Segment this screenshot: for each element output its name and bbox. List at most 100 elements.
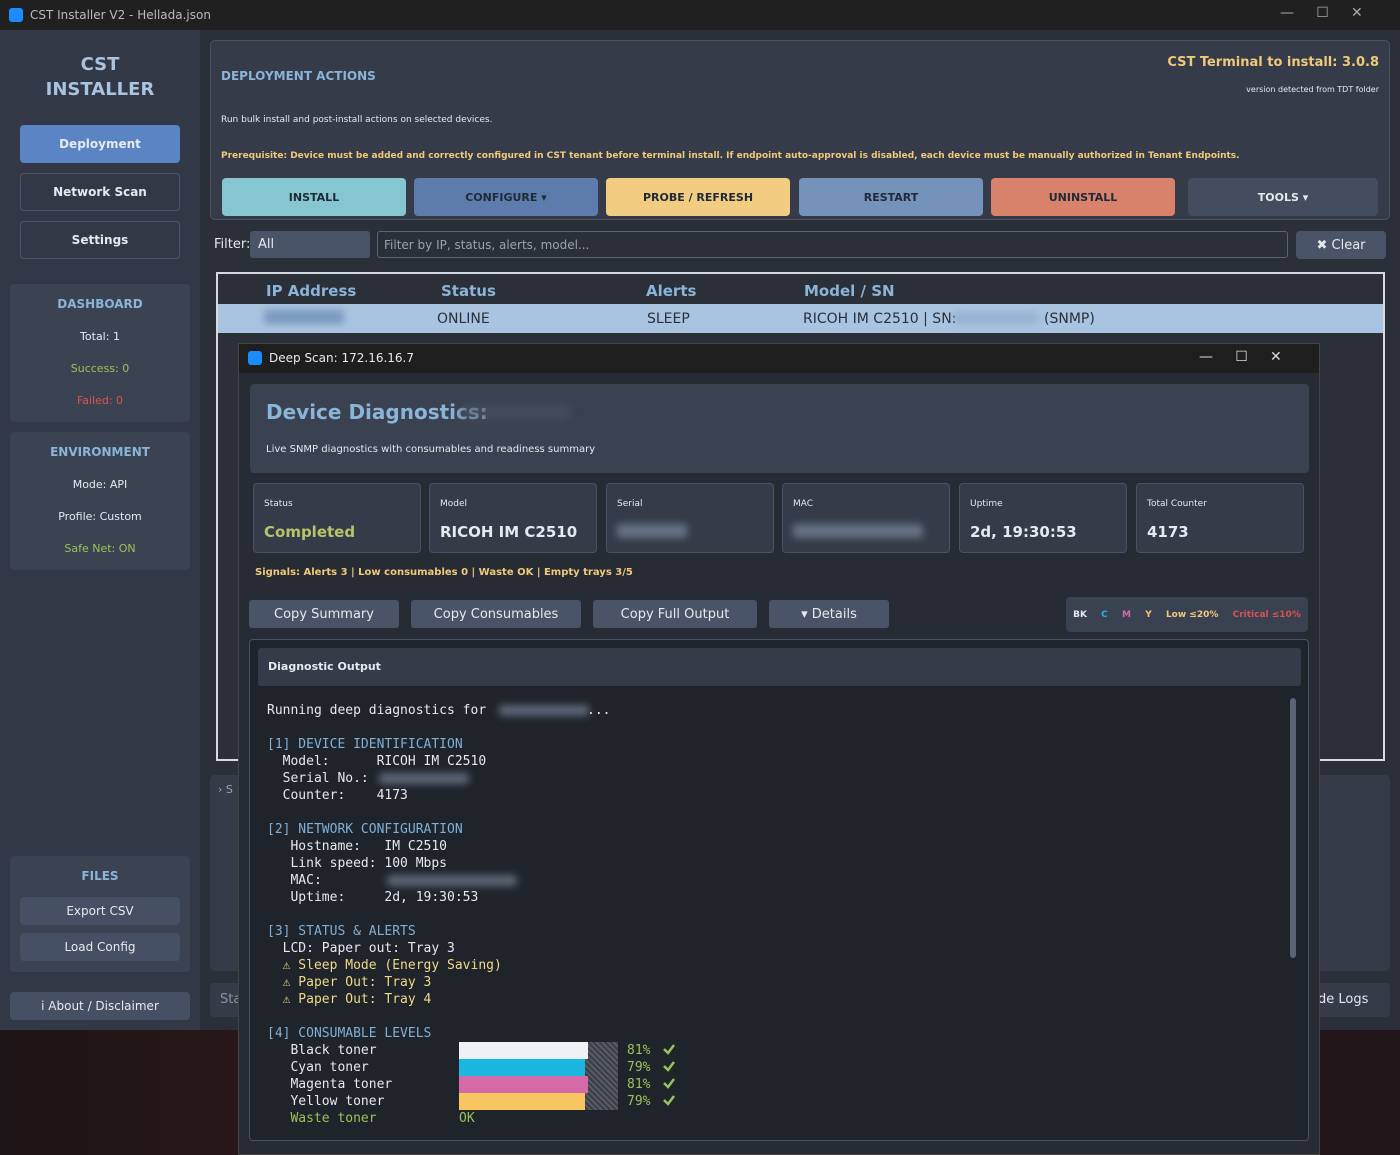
legend-item: Low ≤20%: [1165, 609, 1219, 620]
dialog-title: Deep Scan: 172.16.16.7: [269, 351, 414, 365]
export-csv[interactable]: Export CSV: [20, 897, 180, 925]
output-line: MAC:: [267, 873, 322, 888]
mode: Mode: API: [72, 478, 128, 491]
heading: Device Diagnostics:: [266, 400, 488, 424]
nav-settings[interactable]: Settings: [20, 221, 180, 259]
column-header: Model / SN: [804, 282, 895, 300]
window-controls[interactable]: — ☐ ✕: [1199, 349, 1282, 365]
app-title: CST: [80, 54, 120, 75]
column-header: Alerts: [646, 282, 697, 300]
copy-summary[interactable]: Copy Summary: [249, 600, 399, 628]
level-label: 79%: [627, 1094, 651, 1109]
consumable-name: Cyan toner: [267, 1060, 369, 1075]
column-header: IP Address: [266, 282, 357, 300]
level-label: 81%: [627, 1043, 651, 1058]
filter-input[interactable]: Filter by IP, status, alerts, model...: [377, 231, 1288, 258]
stat-card: Model RICOH IM C2510: [429, 483, 597, 553]
legend-item: Critical ≤10%: [1232, 609, 1301, 620]
restart-button[interactable]: RESTART: [799, 178, 983, 216]
window-title: CST Installer V2 - Hellada.json: [30, 8, 211, 22]
output-line: ...: [587, 703, 611, 718]
scrollbar[interactable]: [1290, 698, 1296, 958]
app-title: INSTALLER: [45, 79, 155, 100]
check-icon: [662, 1076, 676, 1094]
output-line: [2] NETWORK CONFIGURATION: [267, 822, 463, 837]
redacted-ip: [264, 310, 344, 324]
legend-item: C: [1101, 609, 1108, 620]
table-row[interactable]: ONLINE SLEEP RICOH IM C2510 | SN: (SNMP): [218, 304, 1383, 333]
check: [663, 1044, 675, 1055]
subtitle: Live SNMP diagnostics with consumables a…: [266, 444, 596, 455]
safe-net: Safe Net: ON: [64, 542, 136, 555]
output-line: LCD: Paper out: Tray 3: [267, 941, 455, 956]
redacted: [793, 524, 923, 538]
check: [663, 1095, 675, 1106]
details-button[interactable]: ▾ Details: [769, 600, 889, 628]
nav-network-scan[interactable]: Network Scan: [20, 173, 180, 211]
filter-value: All: [258, 237, 275, 252]
dashboard-panel: DASHBOARD Total: 1 Success: 0 Failed: 0: [10, 284, 190, 422]
cell: (SNMP): [1044, 311, 1095, 327]
install-button[interactable]: INSTALL: [222, 178, 406, 216]
description: Run bulk install and post-install action…: [221, 115, 493, 125]
stat-card: Serial: [606, 483, 774, 553]
copy-full-output[interactable]: Copy Full Output: [593, 600, 757, 628]
redacted-sn: [953, 312, 1038, 324]
redacted: [499, 705, 589, 716]
output-line: Running deep diagnostics for: [267, 703, 487, 718]
card-value: RICOH IM C2510: [440, 523, 578, 541]
card-label: Status: [264, 499, 293, 509]
level-bar: [459, 1093, 585, 1110]
configure-button[interactable]: CONFIGURE ▾: [414, 178, 598, 216]
check-icon: [662, 1059, 676, 1077]
dialog-title-bar: Deep Scan: 172.16.16.7 — ☐ ✕: [239, 344, 1319, 373]
redacted: [379, 773, 469, 784]
copy-consumables[interactable]: Copy Consumables: [411, 600, 581, 628]
consumable-name: Black toner: [267, 1043, 377, 1058]
app-icon: [248, 351, 262, 365]
consumable-name: Waste toner: [267, 1111, 377, 1126]
output-line: Uptime: 2d, 19:30:53: [267, 890, 479, 905]
app-icon: [9, 8, 23, 22]
probe-button[interactable]: PROBE / REFRESH: [606, 178, 790, 216]
title-bar: CST Installer V2 - Hellada.json — ☐ ✕: [0, 0, 1400, 30]
load-config[interactable]: Load Config: [20, 933, 180, 961]
logs-button[interactable]: de Logs: [1318, 992, 1369, 1007]
output-line: Link speed: 100 Mbps: [267, 856, 448, 871]
placeholder: Filter by IP, status, alerts, model...: [384, 238, 590, 252]
about[interactable]: i About / Disclaimer: [10, 992, 190, 1020]
card-value: 2d, 19:30:53: [970, 523, 1077, 541]
log-toggle[interactable]: › S: [218, 783, 233, 796]
legend-item: Y: [1145, 609, 1152, 620]
failed: Failed: 0: [76, 394, 124, 407]
version-note: version detected from TDT folder: [1246, 85, 1379, 94]
tools-button[interactable]: TOOLS ▾: [1188, 178, 1378, 216]
environment-panel: ENVIRONMENT Mode: API Profile: Custom Sa…: [10, 432, 190, 570]
output-line: ⚠ Paper Out: Tray 4: [267, 992, 432, 1007]
level-bar: [459, 1076, 588, 1093]
output-line: [1] DEVICE IDENTIFICATION: [267, 737, 463, 752]
panel-title: FILES: [81, 869, 119, 883]
consumable-name: Magenta toner: [267, 1077, 393, 1092]
check: [663, 1061, 675, 1072]
window-controls[interactable]: — ☐ ✕: [1280, 5, 1363, 21]
redacted-ip: [460, 404, 570, 420]
nav-deployment[interactable]: Deployment: [20, 125, 180, 163]
sidebar: CST INSTALLER Deployment Network Scan Se…: [0, 30, 200, 1030]
clear-button[interactable]: ✖ Clear: [1296, 231, 1386, 259]
output-line: Model: RICOH IM C2510: [267, 754, 487, 769]
output-line: ⚠ Paper Out: Tray 3: [267, 975, 432, 990]
filter-select[interactable]: All: [250, 231, 370, 258]
panel-title: DASHBOARD: [57, 297, 143, 311]
filter-label: Filter:: [214, 237, 251, 252]
card-value: Completed: [264, 523, 356, 541]
stat-card: Total Counter 4173: [1136, 483, 1304, 553]
level-bar: [459, 1059, 585, 1076]
legend-item: M: [1122, 609, 1131, 620]
output-title: Diagnostic Output: [268, 660, 381, 673]
uninstall-button[interactable]: UNINSTALL: [991, 178, 1175, 216]
card-label: MAC: [793, 499, 814, 509]
panel-title: ENVIRONMENT: [50, 445, 150, 459]
cell: ONLINE: [437, 311, 490, 327]
